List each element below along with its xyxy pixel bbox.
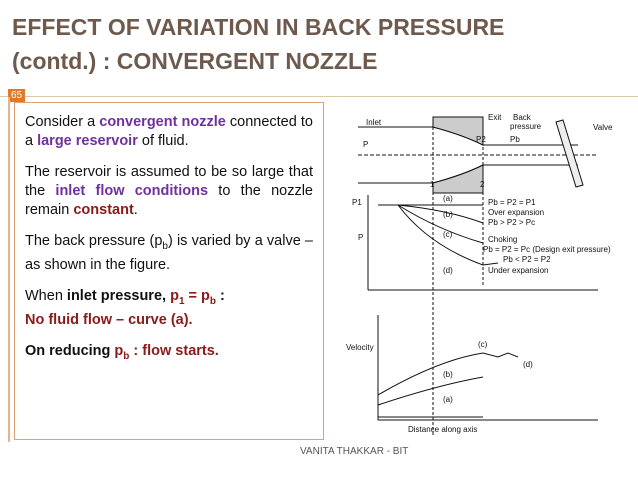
text: When — [25, 287, 67, 304]
paragraph: Consider a convergent nozzle connected t… — [25, 113, 313, 151]
label: Exit — [488, 113, 502, 122]
text: convergent nozzle — [99, 114, 226, 130]
label: Pb < P2 = P2 — [503, 255, 551, 264]
label: P — [363, 140, 368, 149]
title-line: EFFECT OF VARIATION IN BACK PRESSURE — [12, 14, 505, 40]
hatch — [432, 116, 484, 146]
valve — [555, 119, 584, 188]
text: inlet flow conditions — [55, 183, 209, 199]
label: pressure — [510, 122, 542, 131]
hatch — [432, 164, 484, 194]
label: Inlet — [366, 118, 382, 127]
label: P2 — [476, 135, 486, 144]
text: On reducing — [25, 342, 115, 359]
text: p — [170, 287, 179, 304]
text: = p — [184, 287, 210, 304]
label: (c) — [443, 230, 453, 239]
curve — [397, 204, 484, 244]
label: Valve — [593, 123, 613, 132]
paragraph: The back pressure (pb) is varied by a va… — [25, 232, 313, 275]
label: Pb = P2 = P1 — [488, 198, 536, 207]
footer: VANITA THAKKAR - BIT — [300, 446, 409, 457]
paragraph: The reservoir is assumed to be so large … — [25, 163, 313, 220]
text: b — [162, 240, 168, 252]
label: (d) — [443, 266, 453, 275]
text: constant — [73, 202, 134, 218]
nozzle-figure: Inlet P Exit Back pressure Valve P2 Pb 1… — [346, 113, 613, 435]
text: No fluid flow – curve (a). — [25, 311, 193, 328]
text: ) is varied by a valve – as shown in the… — [25, 233, 313, 273]
text: Consider a — [25, 114, 100, 130]
text: The back pressure (p — [25, 233, 163, 249]
label: (a) — [443, 395, 453, 404]
curve — [397, 204, 484, 224]
text: inlet pressure, — [66, 287, 171, 304]
content-box: Consider a convergent nozzle connected t… — [14, 102, 324, 440]
text: of fluid. — [137, 133, 189, 149]
page-number: 65 — [8, 89, 26, 102]
title-line: (contd.) : CONVERGENT NOZZLE — [12, 48, 378, 74]
text: to the nozzle remain — [25, 183, 313, 218]
curve — [377, 352, 519, 396]
label: (a) — [443, 194, 453, 203]
text: The reservoir is assumed to be so large … — [25, 164, 313, 199]
label: 2 — [480, 180, 485, 189]
label: Distance along axis — [408, 425, 477, 434]
text: : — [216, 287, 225, 304]
label: (c) — [478, 340, 488, 349]
paragraph: On reducing pb : flow starts. — [25, 342, 313, 366]
label: Back — [513, 113, 532, 122]
label: 1 — [430, 180, 435, 189]
label: Pb = P2 = Pc (Design exit pressure) — [483, 245, 611, 254]
label: (d) — [523, 360, 533, 369]
accent-line — [8, 97, 10, 442]
divider — [0, 96, 638, 97]
text: b — [209, 295, 216, 307]
label: (b) — [443, 210, 453, 219]
label: Pb > P2 > Pc — [488, 218, 535, 227]
label: Velocity — [346, 343, 374, 352]
text: . — [133, 202, 138, 218]
label: Under expansion — [488, 266, 548, 275]
label: (b) — [443, 370, 453, 379]
label: Over expansion — [488, 208, 544, 217]
text: b — [123, 350, 130, 362]
label: P1 — [352, 198, 362, 207]
label: P — [358, 233, 363, 242]
text: 1 — [178, 295, 185, 307]
label: Choking — [488, 235, 517, 244]
text: connected to a — [25, 114, 313, 149]
curve — [397, 204, 499, 266]
text: : flow starts. — [129, 342, 219, 359]
curve — [377, 376, 484, 406]
label: Pb — [510, 135, 520, 144]
text: p — [114, 342, 124, 359]
text: large reservoir — [37, 133, 138, 149]
paragraph: When inlet pressure, p1 = pb : No fluid f… — [25, 287, 313, 330]
